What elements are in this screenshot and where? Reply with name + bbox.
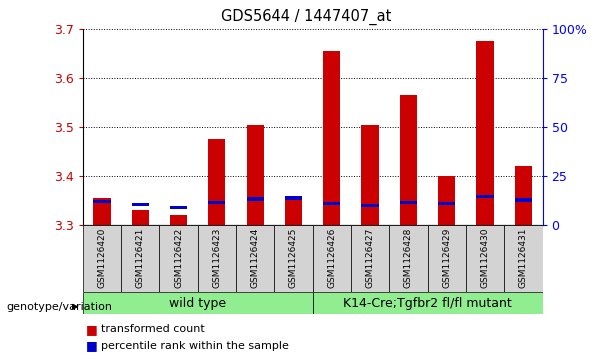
Bar	[197, 225, 236, 292]
Text: wild type: wild type	[169, 297, 226, 310]
Text: ■: ■	[86, 339, 97, 352]
Bar	[246, 125, 264, 225]
Bar	[438, 176, 455, 225]
Text: GSM1126421: GSM1126421	[135, 228, 145, 288]
Bar	[275, 225, 313, 292]
Bar	[159, 225, 197, 292]
Bar	[93, 198, 110, 225]
Text: GSM1126420: GSM1126420	[97, 228, 107, 288]
Text: GSM1126423: GSM1126423	[212, 228, 221, 288]
Bar	[466, 225, 504, 292]
Bar	[236, 225, 275, 292]
Text: ■: ■	[86, 323, 97, 336]
Bar	[132, 203, 149, 207]
Bar	[400, 200, 417, 204]
Bar	[313, 292, 543, 314]
Bar	[313, 225, 351, 292]
Text: genotype/variation: genotype/variation	[6, 302, 112, 312]
Text: GDS5644 / 1447407_at: GDS5644 / 1447407_at	[221, 9, 392, 25]
Bar	[323, 51, 340, 225]
Bar	[476, 41, 493, 225]
Bar	[362, 125, 379, 225]
Bar	[170, 215, 187, 225]
Bar	[323, 202, 340, 205]
Text: GSM1126431: GSM1126431	[519, 228, 528, 288]
Text: GSM1126422: GSM1126422	[174, 228, 183, 288]
Text: K14-Cre;Tgfbr2 fl/fl mutant: K14-Cre;Tgfbr2 fl/fl mutant	[343, 297, 512, 310]
Text: GSM1126425: GSM1126425	[289, 228, 298, 288]
Text: GSM1126428: GSM1126428	[404, 228, 413, 288]
Bar	[515, 166, 532, 225]
Bar	[504, 225, 543, 292]
Bar	[362, 204, 379, 207]
Bar	[285, 198, 302, 225]
Bar	[132, 210, 149, 225]
Text: GSM1126427: GSM1126427	[365, 228, 375, 288]
Bar	[351, 225, 389, 292]
Bar	[476, 195, 493, 198]
Bar	[208, 139, 226, 225]
Bar	[400, 95, 417, 225]
Text: GSM1126429: GSM1126429	[442, 228, 451, 288]
Bar	[83, 225, 121, 292]
Bar	[438, 202, 455, 205]
Bar	[121, 225, 159, 292]
Bar	[208, 201, 226, 204]
Text: GSM1126426: GSM1126426	[327, 228, 337, 288]
Bar	[170, 206, 187, 209]
Bar	[515, 198, 532, 201]
Text: GSM1126424: GSM1126424	[251, 228, 260, 288]
Bar	[428, 225, 466, 292]
Text: percentile rank within the sample: percentile rank within the sample	[101, 340, 289, 351]
Bar	[389, 225, 428, 292]
Text: GSM1126430: GSM1126430	[481, 228, 490, 288]
Bar	[285, 196, 302, 200]
Bar	[246, 197, 264, 200]
Text: transformed count: transformed count	[101, 324, 205, 334]
Bar	[93, 200, 110, 203]
Bar	[83, 292, 313, 314]
